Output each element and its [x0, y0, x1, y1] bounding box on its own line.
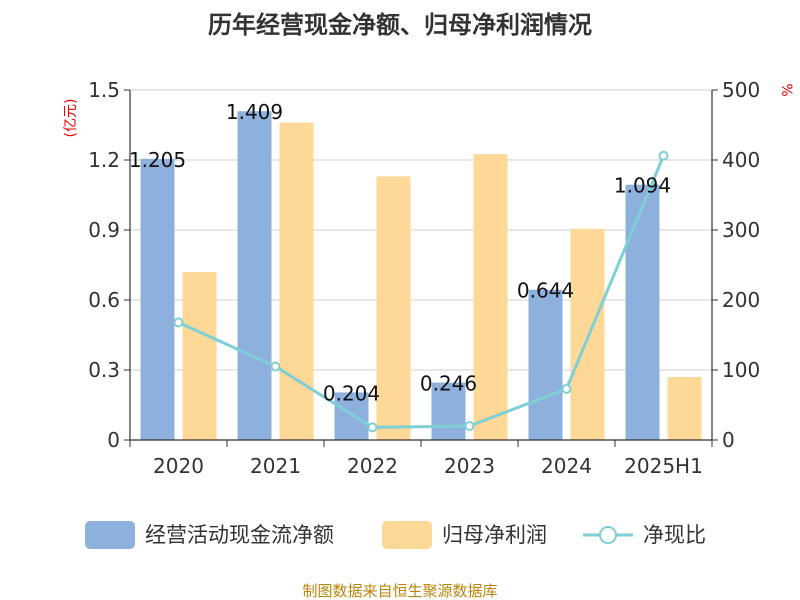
- legend-label-ratio: 净现比: [643, 523, 706, 547]
- data-label: 0.246: [420, 372, 477, 396]
- ratio-line-path: [177, 155, 665, 429]
- legend: 经营活动现金流净额 归母净利润 净现比: [85, 521, 706, 549]
- axes: 0 0.3 0.6 0.9 1.2 1.5 0 100 200 300 400 500 2020 2021…: [88, 78, 760, 478]
- right-axis-unit: %: [778, 83, 794, 96]
- legend-swatch-cashflow: [85, 521, 135, 549]
- source-note: 制图数据来自恒生聚源数据库: [302, 582, 497, 600]
- cashflow-bar: [334, 392, 369, 440]
- cashflow-bar: [237, 111, 272, 440]
- net-profit-bar: [279, 122, 314, 441]
- legend-label-cashflow: 经营活动现金流净额: [145, 523, 334, 547]
- data-label: 1.409: [226, 100, 283, 124]
- chart-title: 历年经营现金净额、归母净利润情况: [208, 11, 592, 39]
- net-profit-bar: [667, 377, 702, 440]
- data-label: 1.094: [614, 174, 671, 198]
- cashflow-bar: [528, 289, 563, 440]
- right-tick-label: 500: [722, 78, 760, 102]
- left-axis-unit: (亿元): [63, 99, 79, 138]
- legend-label-net-profit: 归母净利润: [442, 523, 547, 547]
- cashflow-bar: [431, 382, 466, 440]
- grid: [130, 89, 712, 371]
- data-label: 0.204: [323, 381, 380, 405]
- ratio-point: [561, 383, 572, 394]
- x-tick-label: 2022: [347, 454, 398, 478]
- left-tick-label: 0.6: [88, 288, 120, 312]
- right-tick-label: 400: [722, 148, 760, 172]
- legend-swatch-net-profit: [382, 521, 432, 549]
- legend-swatch-ratio-point: [599, 526, 617, 544]
- ratio-line: [173, 150, 669, 433]
- right-tick-label: 100: [722, 358, 760, 382]
- ratio-point: [367, 422, 378, 433]
- data-label: 0.644: [517, 279, 574, 303]
- left-tick-label: 0: [107, 428, 120, 452]
- ratio-point: [270, 361, 281, 372]
- net-profit-bar: [570, 228, 605, 440]
- right-tick-label: 200: [722, 288, 760, 312]
- net-profit-bar: [376, 176, 411, 441]
- left-tick-label: 1.2: [88, 148, 120, 172]
- left-tick-label: 0.3: [88, 358, 120, 382]
- ratio-point: [173, 317, 184, 328]
- net-profit-bar: [473, 154, 508, 440]
- net-profit-bar: [182, 272, 217, 440]
- right-tick-label: 300: [722, 218, 760, 242]
- cashflow-bar: [625, 184, 660, 440]
- cashflow-bar: [140, 158, 175, 441]
- x-tick-label: 2021: [250, 454, 301, 478]
- x-tick-label: 2023: [444, 454, 495, 478]
- data-labels: 1.205 1.409 0.204 0.246 0.644 1.094: [129, 100, 671, 405]
- ratio-point: [464, 421, 475, 431]
- x-tick-label: 2020: [153, 454, 204, 478]
- right-tick-label: 0: [722, 428, 735, 452]
- left-tick-label: 1.5: [88, 78, 120, 102]
- x-tick-label: 2024: [541, 454, 592, 478]
- data-label: 1.205: [129, 148, 186, 172]
- left-tick-label: 0.9: [88, 218, 120, 242]
- x-tick-label: 2025H1: [624, 454, 703, 478]
- ratio-point: [658, 150, 669, 161]
